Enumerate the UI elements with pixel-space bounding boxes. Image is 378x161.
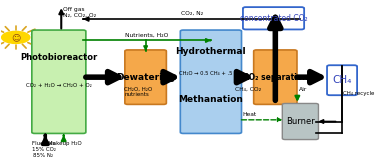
Text: CH₄, CO₂: CH₄, CO₂	[234, 86, 261, 91]
Text: CH₂O, H₂O
nutrients: CH₂O, H₂O nutrients	[124, 86, 152, 97]
Text: Flue gas
15% CO₂
85% N₂: Flue gas 15% CO₂ 85% N₂	[31, 141, 56, 158]
Text: CH₄ recycle: CH₄ recycle	[343, 91, 375, 96]
Text: CH₂O → 0.5 CH₄ + .5 CO₂: CH₂O → 0.5 CH₄ + .5 CO₂	[178, 71, 243, 76]
Text: Hydrothermal: Hydrothermal	[176, 47, 246, 56]
Text: Burner: Burner	[286, 117, 315, 126]
FancyBboxPatch shape	[125, 50, 166, 104]
Text: Air: Air	[299, 87, 307, 92]
Text: Off gas
N₂, CO₂, O₂: Off gas N₂, CO₂, O₂	[63, 7, 96, 18]
Text: Heat: Heat	[242, 112, 257, 117]
Text: CH₄: CH₄	[332, 75, 352, 85]
FancyBboxPatch shape	[180, 30, 242, 133]
Text: Photobioreactor: Photobioreactor	[20, 53, 98, 62]
Text: CO₂ separation: CO₂ separation	[243, 73, 308, 82]
Circle shape	[2, 31, 30, 43]
FancyBboxPatch shape	[327, 65, 357, 95]
Text: concentrated CO₂: concentrated CO₂	[240, 14, 307, 23]
Text: Methanation: Methanation	[178, 95, 243, 104]
FancyBboxPatch shape	[243, 7, 304, 29]
Text: Makeup H₂O: Makeup H₂O	[48, 141, 81, 146]
FancyBboxPatch shape	[282, 104, 318, 140]
Text: Dewatering: Dewatering	[116, 73, 175, 82]
Text: Nutrients, H₂O: Nutrients, H₂O	[125, 32, 169, 37]
FancyBboxPatch shape	[254, 50, 297, 104]
FancyBboxPatch shape	[32, 30, 86, 133]
Text: CO₂ + H₂O → CH₂O + O₂: CO₂ + H₂O → CH₂O + O₂	[26, 83, 92, 88]
Text: ☺: ☺	[11, 33, 20, 42]
Text: CO₂, N₂: CO₂, N₂	[181, 11, 203, 16]
